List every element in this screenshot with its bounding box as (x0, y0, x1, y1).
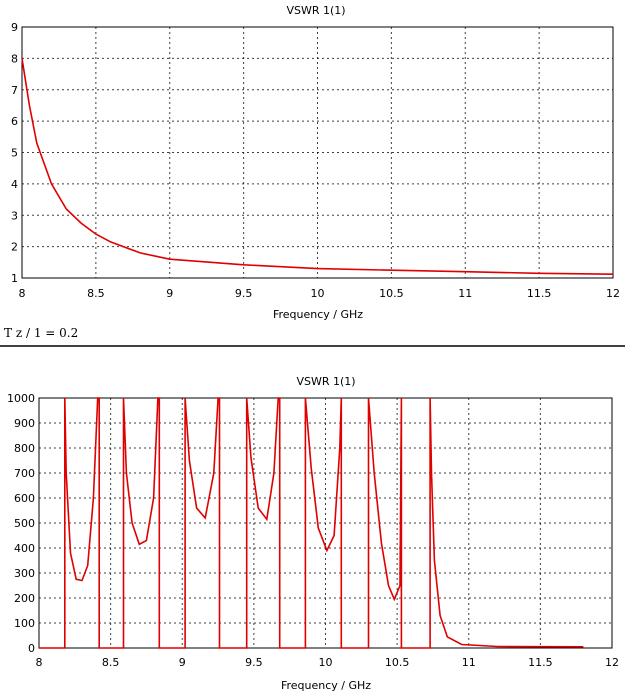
x-axis-ticks: 8 8.5 9 9.5 10 10.5 11 11.5 12 (36, 656, 620, 669)
y-tick-label: 700 (14, 467, 35, 480)
x-tick-label: 8.5 (102, 656, 120, 669)
x-tick-label: 10.5 (379, 287, 404, 300)
y-tick-label: 600 (14, 492, 35, 505)
x-axis-label: Frequency / GHz (281, 679, 371, 692)
chart-title: VSWR 1(1) (296, 375, 355, 388)
x-tick-label: 10 (319, 656, 333, 669)
y-tick-label: 9 (11, 21, 18, 34)
vswr-chart-bottom: VSWR 1(1) 8 8.5 9 9.5 10 10.5 11 11.5 12 0 100 200… (7, 375, 619, 692)
vswr-chart-top: VSWR 1(1) 8 8.5 9 9.5 10 10.5 11 11.5 12 1234567… (11, 4, 620, 321)
x-tick-label: 8 (19, 287, 26, 300)
y-tick-label: 8 (11, 52, 18, 65)
y-tick-label: 800 (14, 442, 35, 455)
vswr-series-line (21, 58, 614, 275)
y-tick-label: 300 (14, 567, 35, 580)
x-tick-label: 8 (36, 656, 43, 669)
x-tick-label: 9.5 (235, 287, 253, 300)
x-tick-label: 11 (458, 287, 472, 300)
y-axis-ticks: 1 2 3 4 5 6 7 8 9 (11, 21, 18, 285)
y-tick-label: 500 (14, 517, 35, 530)
chart-title: VSWR 1(1) (286, 4, 345, 17)
y-tick-label: 7 (11, 84, 18, 97)
vswr-series-line (39, 397, 584, 649)
y-tick-label: 6 (11, 115, 18, 128)
x-tick-label: 8.5 (87, 287, 105, 300)
y-tick-label: 400 (14, 542, 35, 555)
x-tick-label: 10.5 (385, 656, 410, 669)
x-tick-label: 9 (166, 287, 173, 300)
y-tick-label: 100 (14, 617, 35, 630)
x-tick-label: 11.5 (528, 656, 553, 669)
y-tick-label: 2 (11, 241, 18, 254)
y-tick-label: 3 (11, 209, 18, 222)
y-tick-label: 900 (14, 417, 35, 430)
y-tick-label: 5 (11, 147, 18, 160)
x-axis-ticks: 8 8.5 9 9.5 10 10.5 11 11.5 12 (19, 287, 621, 300)
y-tick-label: 1000 (7, 392, 35, 405)
formula-caption: T z / 1 = 0.2 (4, 326, 78, 340)
y-tick-label: 4 (11, 178, 18, 191)
y-tick-label: 0 (28, 642, 35, 655)
y-axis-ticks: 0 100 200 300 400 500 600 700 800 900 1000 (7, 392, 35, 655)
x-tick-label: 12 (605, 656, 619, 669)
x-tick-label: 11.5 (527, 287, 552, 300)
y-tick-label: 200 (14, 592, 35, 605)
y-tick-label: 1 (11, 272, 18, 285)
x-tick-label: 10 (311, 287, 325, 300)
gridlines (22, 27, 613, 278)
x-axis-label: Frequency / GHz (273, 308, 363, 321)
x-tick-label: 12 (606, 287, 620, 300)
x-tick-label: 9 (179, 656, 186, 669)
x-tick-label: 11 (462, 656, 476, 669)
x-tick-label: 9.5 (245, 656, 263, 669)
